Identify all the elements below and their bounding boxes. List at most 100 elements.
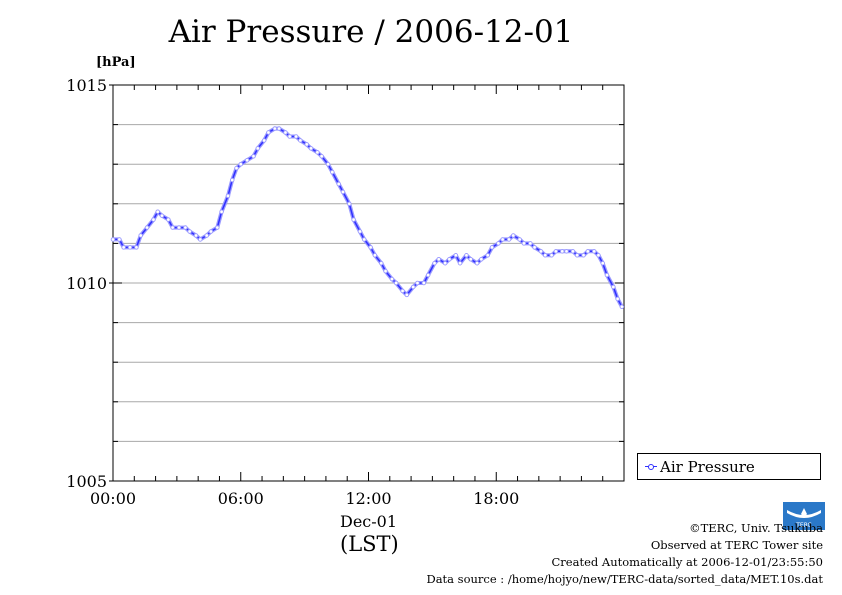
data-point <box>500 237 505 242</box>
data-point <box>110 237 116 242</box>
data-point <box>261 138 267 143</box>
logo-text: TERC <box>795 522 812 529</box>
data-point <box>457 260 463 266</box>
data-point <box>521 241 527 246</box>
data-point <box>187 229 192 234</box>
data-point <box>121 245 126 250</box>
data-point <box>170 225 175 230</box>
data-point <box>517 237 522 242</box>
x-axis-title: (LST) <box>340 532 399 556</box>
y-tick-label: 1015 <box>66 76 107 95</box>
data-point <box>538 249 544 254</box>
data-point <box>283 130 288 135</box>
data-point <box>272 126 278 131</box>
data-point <box>215 225 220 230</box>
data-point <box>464 253 469 258</box>
data-point <box>159 213 165 218</box>
legend: Air Pressure <box>637 453 821 480</box>
data-point <box>468 256 473 262</box>
data-point <box>219 209 224 214</box>
data-point <box>619 304 625 310</box>
data-point <box>442 260 448 266</box>
data-point <box>351 217 356 222</box>
data-point <box>393 280 399 286</box>
terc-logo: TERC <box>783 502 825 530</box>
data-point <box>474 260 480 266</box>
data-point <box>421 280 427 286</box>
data-point <box>238 161 243 167</box>
data-point <box>379 260 384 266</box>
data-point <box>425 272 431 278</box>
data-point <box>255 146 261 151</box>
data-point <box>400 288 405 294</box>
x-tick-label: 18:00 <box>473 489 519 508</box>
created-text: Created Automatically at 2006-12-01/23:5… <box>551 555 824 569</box>
data-point <box>298 138 303 143</box>
data-point <box>319 154 324 159</box>
data-point <box>560 249 565 254</box>
data-point <box>615 296 620 302</box>
chart-title: Air Pressure / 2006-12-01 <box>168 14 574 50</box>
data-point <box>325 161 331 167</box>
data-point <box>506 237 512 242</box>
data-point <box>532 245 537 250</box>
data-point <box>208 229 214 234</box>
data-point <box>604 272 610 278</box>
data-point <box>166 217 171 222</box>
data-point <box>600 260 605 266</box>
data-point <box>330 169 335 175</box>
data-point <box>549 253 554 258</box>
x-tick-label: 06:00 <box>218 489 264 508</box>
x-axis-date-label: Dec-01 <box>340 512 398 531</box>
data-point <box>564 249 569 254</box>
data-point <box>276 126 282 131</box>
legend-line-marker-icon <box>645 464 657 470</box>
copyright-text: ©TERC, Univ. Tsukuba <box>689 521 823 535</box>
legend-label: Air Pressure <box>660 458 755 476</box>
data-point <box>383 268 388 274</box>
data-point <box>151 217 156 222</box>
data-point <box>528 241 533 246</box>
data-point <box>489 245 495 250</box>
data-point <box>308 146 314 151</box>
data-point <box>368 245 373 250</box>
data-point <box>496 241 501 246</box>
data-point <box>585 249 591 254</box>
data-point <box>336 181 341 187</box>
data-point <box>479 256 484 262</box>
data-point <box>611 284 616 290</box>
data-point <box>304 142 310 147</box>
data-point <box>183 225 188 230</box>
data-point <box>453 253 459 258</box>
data-point <box>591 249 597 254</box>
data-point <box>511 233 516 238</box>
data-point <box>415 280 420 286</box>
data-point <box>432 260 437 266</box>
data-point <box>134 245 139 250</box>
data-point <box>287 134 292 139</box>
data-point <box>436 256 442 262</box>
data-point <box>251 154 256 159</box>
data-point <box>234 165 239 171</box>
data-source-text: Data source : /home/hojyo/new/TERC-data/… <box>426 572 823 586</box>
data-point <box>581 253 586 258</box>
data-point <box>244 157 250 163</box>
data-point <box>596 253 601 258</box>
data-point <box>372 253 378 258</box>
y-tick-label: 1005 <box>66 472 107 491</box>
data-point <box>357 229 363 234</box>
data-point <box>138 233 143 238</box>
data-point <box>542 253 548 258</box>
data-point <box>266 130 271 135</box>
series-line <box>113 127 623 308</box>
data-point <box>570 249 576 254</box>
data-point <box>447 256 452 262</box>
data-point <box>155 209 160 214</box>
observed-text: Observed at TERC Tower site <box>650 538 823 552</box>
data-point <box>293 134 299 139</box>
data-point <box>193 233 199 238</box>
data-point <box>225 193 231 199</box>
data-point <box>127 245 133 250</box>
data-point <box>198 237 203 242</box>
